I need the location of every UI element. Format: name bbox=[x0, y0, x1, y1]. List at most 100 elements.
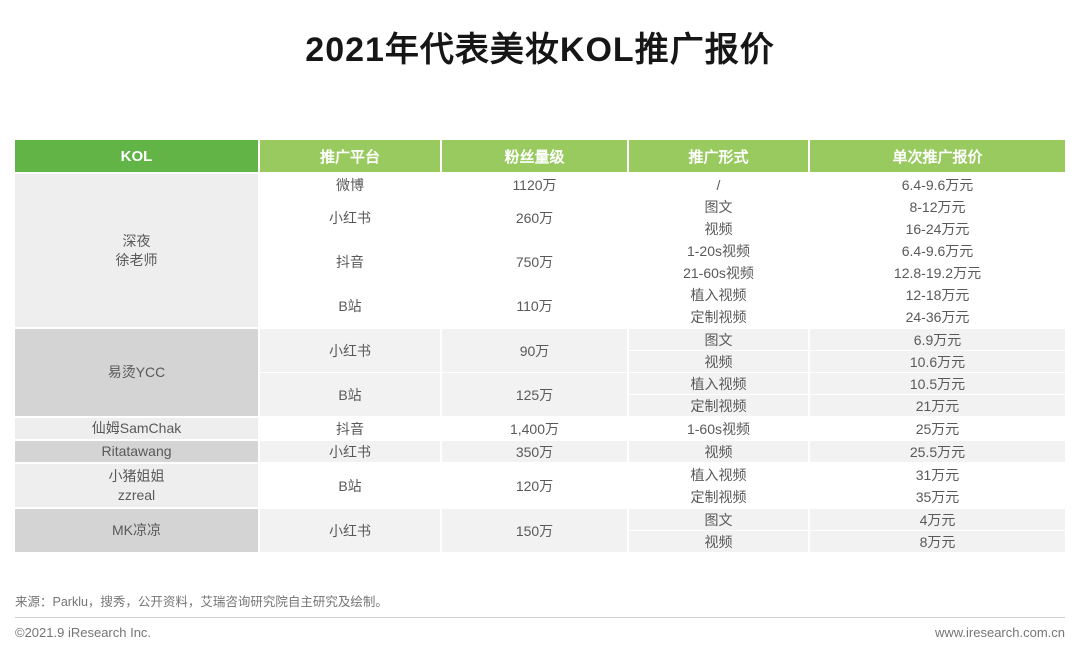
copyright: ©2021.9 iResearch Inc. bbox=[15, 625, 152, 640]
format-cell: / bbox=[629, 174, 808, 195]
format-price-row: 1-60s视频 25万元 bbox=[629, 418, 1065, 439]
format-cell: 图文 bbox=[629, 196, 808, 217]
price-cell: 6.4-9.6万元 bbox=[810, 240, 1065, 261]
format-cell: 视频 bbox=[629, 441, 808, 462]
fans-cell: 260万 bbox=[442, 196, 627, 239]
website-url: www.iresearch.com.cn bbox=[934, 625, 1065, 640]
format-price-rows: 视频 25.5万元 bbox=[629, 441, 1065, 462]
format-price-rows: 植入视频 12-18万元 定制视频 24-36万元 bbox=[629, 284, 1065, 327]
format-price-rows: 1-20s视频 6.4-9.6万元 21-60s视频 12.8-19.2万元 bbox=[629, 240, 1065, 283]
platform-row: 小红书 260万 图文 8-12万元 视频 16-24万元 bbox=[260, 196, 1065, 239]
price-cell: 8万元 bbox=[810, 531, 1065, 552]
fans-cell: 750万 bbox=[442, 240, 627, 283]
column-header-format: 推广形式 bbox=[629, 140, 808, 172]
platform-cell: 小红书 bbox=[260, 509, 440, 552]
price-cell: 21万元 bbox=[810, 395, 1065, 416]
data-table: KOL 推广平台 粉丝量级 推广形式 单次推广报价 深夜 徐老师 微博 1120万/6… bbox=[15, 140, 1065, 554]
fans-cell: 350万 bbox=[442, 441, 627, 462]
group-rows: 微博 1120万/6.4-9.6万元 小红书 260万 图文 8-12万元 视频 16-24万… bbox=[260, 174, 1065, 327]
kol-group: MK凉凉 小红书 150万 图文 4万元 视频 8万元 bbox=[15, 509, 1065, 552]
group-rows: B站 120万 植入视频 31万元 定制视频 35万元 bbox=[260, 464, 1065, 507]
format-price-row: /6.4-9.6万元 bbox=[629, 174, 1065, 195]
kol-cell: Ritatawang bbox=[15, 441, 258, 462]
format-price-rows: 图文 4万元 视频 8万元 bbox=[629, 509, 1065, 552]
platform-row: B站 125万 植入视频 10.5万元 定制视频 21万元 bbox=[260, 373, 1065, 416]
platform-row: 抖音 750万 1-20s视频 6.4-9.6万元 21-60s视频 12.8-19.2万… bbox=[260, 240, 1065, 283]
price-cell: 25万元 bbox=[810, 418, 1065, 439]
format-price-row: 植入视频 10.5万元 bbox=[629, 373, 1065, 394]
price-cell: 10.5万元 bbox=[810, 373, 1065, 394]
platform-row: B站 110万 植入视频 12-18万元 定制视频 24-36万元 bbox=[260, 284, 1065, 327]
kol-group: 小猪姐姐 zzreal B站 120万 植入视频 31万元 定制视频 35万元 bbox=[15, 464, 1065, 507]
format-price-rows: 图文 8-12万元 视频 16-24万元 bbox=[629, 196, 1065, 239]
format-price-row: 视频 8万元 bbox=[629, 531, 1065, 552]
format-price-rows: 图文 6.9万元 视频 10.6万元 bbox=[629, 329, 1065, 372]
platform-cell: B站 bbox=[260, 464, 440, 507]
format-price-row: 定制视频 24-36万元 bbox=[629, 306, 1065, 327]
format-price-row: 图文 8-12万元 bbox=[629, 196, 1065, 217]
format-price-rows: 植入视频 31万元 定制视频 35万元 bbox=[629, 464, 1065, 507]
platform-row: 小红书 90万 图文 6.9万元 视频 10.6万元 bbox=[260, 329, 1065, 372]
platform-cell: 微博 bbox=[260, 174, 440, 195]
fans-cell: 150万 bbox=[442, 509, 627, 552]
price-cell: 4万元 bbox=[810, 509, 1065, 530]
format-cell: 视频 bbox=[629, 531, 808, 552]
format-price-row: 视频 25.5万元 bbox=[629, 441, 1065, 462]
format-price-rows: /6.4-9.6万元 bbox=[629, 174, 1065, 195]
column-header-kol: KOL bbox=[15, 140, 258, 172]
format-cell: 植入视频 bbox=[629, 284, 808, 305]
price-cell: 24-36万元 bbox=[810, 306, 1065, 327]
kol-group: 深夜 徐老师 微博 1120万/6.4-9.6万元 小红书 260万 图文 8-12万元 视频 1… bbox=[15, 174, 1065, 327]
format-price-row: 定制视频 35万元 bbox=[629, 486, 1065, 507]
format-cell: 1-60s视频 bbox=[629, 418, 808, 439]
format-cell: 21-60s视频 bbox=[629, 262, 808, 283]
platform-row: B站 120万 植入视频 31万元 定制视频 35万元 bbox=[260, 464, 1065, 507]
platform-row: 抖音 1,400万 1-60s视频 25万元 bbox=[260, 418, 1065, 439]
kol-cell: 易烫YCC bbox=[15, 329, 258, 416]
group-rows: 小红书 150万 图文 4万元 视频 8万元 bbox=[260, 509, 1065, 552]
price-cell: 25.5万元 bbox=[810, 441, 1065, 462]
fans-cell: 90万 bbox=[442, 329, 627, 372]
format-price-row: 1-20s视频 6.4-9.6万元 bbox=[629, 240, 1065, 261]
platform-row: 小红书 350万 视频 25.5万元 bbox=[260, 441, 1065, 462]
platform-row: 小红书 150万 图文 4万元 视频 8万元 bbox=[260, 509, 1065, 552]
table-body: 深夜 徐老师 微博 1120万/6.4-9.6万元 小红书 260万 图文 8-12万元 视频 1… bbox=[15, 174, 1065, 552]
source-note: 来源：Parklu，搜秀，公开资料，艾瑞咨询研究院自主研究及绘制。 bbox=[15, 595, 388, 609]
platform-cell: 小红书 bbox=[260, 196, 440, 239]
format-price-row: 图文 6.9万元 bbox=[629, 329, 1065, 350]
format-cell: 图文 bbox=[629, 329, 808, 350]
format-cell: 1-20s视频 bbox=[629, 240, 808, 261]
format-price-rows: 植入视频 10.5万元 定制视频 21万元 bbox=[629, 373, 1065, 416]
footer-divider bbox=[15, 617, 1065, 618]
format-cell: 定制视频 bbox=[629, 395, 808, 416]
format-cell: 植入视频 bbox=[629, 373, 808, 394]
kol-group: 仙姆SamChak 抖音 1,400万 1-60s视频 25万元 bbox=[15, 418, 1065, 439]
fans-cell: 125万 bbox=[442, 373, 627, 416]
kol-group: 易烫YCC 小红书 90万 图文 6.9万元 视频 10.6万元 B站 125万 植入视频 10.5… bbox=[15, 329, 1065, 416]
kol-group: Ritatawang 小红书 350万 视频 25.5万元 bbox=[15, 441, 1065, 462]
fans-cell: 110万 bbox=[442, 284, 627, 327]
platform-cell: 小红书 bbox=[260, 441, 440, 462]
price-cell: 31万元 bbox=[810, 464, 1065, 485]
group-rows: 小红书 90万 图文 6.9万元 视频 10.6万元 B站 125万 植入视频 10.5万元 定制视… bbox=[260, 329, 1065, 416]
platform-cell: 抖音 bbox=[260, 418, 440, 439]
kol-cell: 小猪姐姐 zzreal bbox=[15, 464, 258, 507]
group-rows: 抖音 1,400万 1-60s视频 25万元 bbox=[260, 418, 1065, 439]
kol-cell: 仙姆SamChak bbox=[15, 418, 258, 439]
price-cell: 6.4-9.6万元 bbox=[810, 174, 1065, 195]
platform-cell: B站 bbox=[260, 284, 440, 327]
price-cell: 10.6万元 bbox=[810, 351, 1065, 372]
format-price-row: 植入视频 31万元 bbox=[629, 464, 1065, 485]
group-rows: 小红书 350万 视频 25.5万元 bbox=[260, 441, 1065, 462]
fans-cell: 120万 bbox=[442, 464, 627, 507]
table-header-row: KOL 推广平台 粉丝量级 推广形式 单次推广报价 bbox=[15, 140, 1065, 172]
format-cell: 植入视频 bbox=[629, 464, 808, 485]
kol-cell: 深夜 徐老师 bbox=[15, 174, 258, 327]
platform-cell: 抖音 bbox=[260, 240, 440, 283]
format-price-rows: 1-60s视频 25万元 bbox=[629, 418, 1065, 439]
format-price-row: 视频 16-24万元 bbox=[629, 218, 1065, 239]
price-cell: 6.9万元 bbox=[810, 329, 1065, 350]
platform-cell: B站 bbox=[260, 373, 440, 416]
format-cell: 定制视频 bbox=[629, 306, 808, 327]
platform-row: 微博 1120万/6.4-9.6万元 bbox=[260, 174, 1065, 195]
